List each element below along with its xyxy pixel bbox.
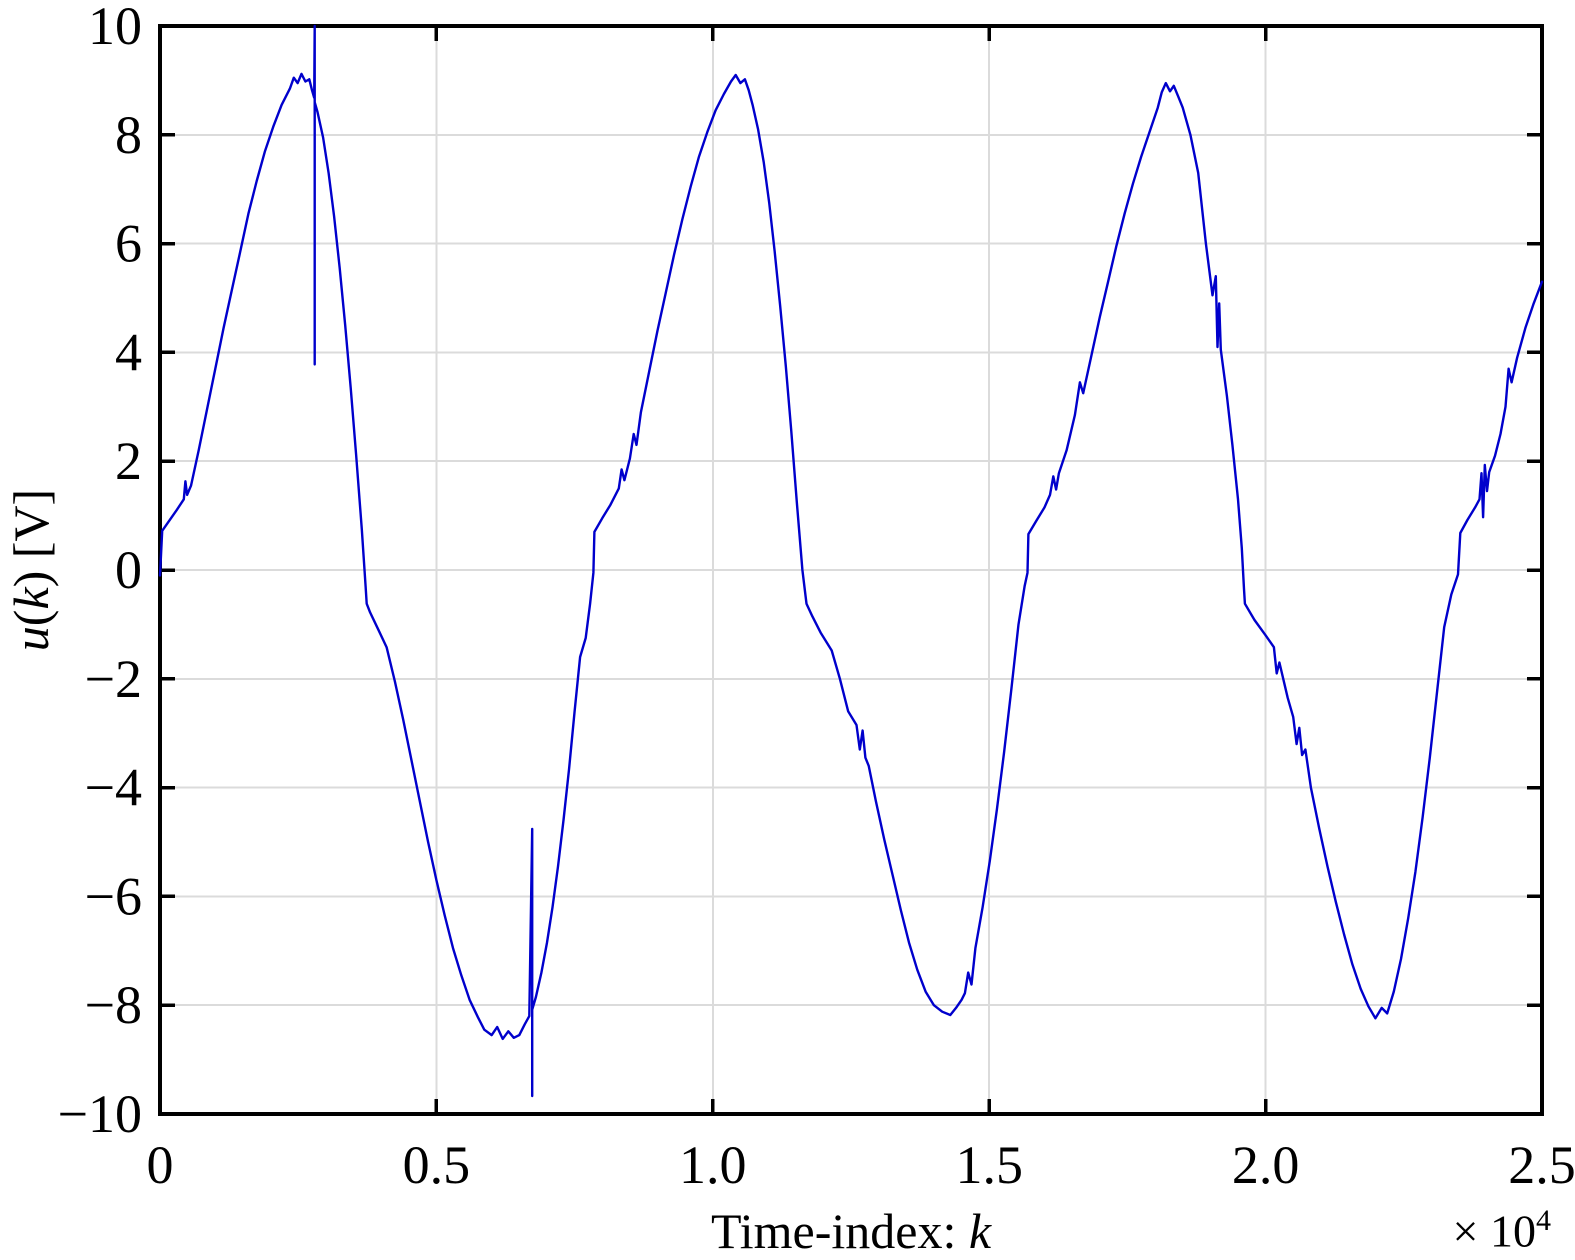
y-tick-label: −6 xyxy=(85,866,142,926)
x-tick-label: 0 xyxy=(147,1135,174,1195)
x-tick-label: 1.5 xyxy=(955,1135,1023,1195)
y-axis-label-k: k xyxy=(3,587,59,610)
y-tick-label: 0 xyxy=(115,540,142,600)
x-tick-label: 2.0 xyxy=(1232,1135,1300,1195)
y-tick-label: 6 xyxy=(115,214,142,274)
x-tick-label: 1.0 xyxy=(679,1135,747,1195)
x-axis-multiplier-base: × 10 xyxy=(1452,1205,1536,1257)
x-axis-label: Time-index: k xyxy=(160,1202,1542,1260)
x-axis-multiplier: × 104 xyxy=(1453,1204,1551,1257)
x-tick-label: 2.5 xyxy=(1508,1135,1575,1195)
x-tick-label: 0.5 xyxy=(403,1135,471,1195)
y-tick-label: 10 xyxy=(88,0,142,56)
signal-line xyxy=(158,24,1544,1098)
y-axis-label-open: ( xyxy=(3,609,59,627)
y-tick-label: −10 xyxy=(58,1084,142,1144)
y-axis-label: u(k) [V] xyxy=(2,489,60,651)
y-tick-label: −8 xyxy=(85,975,142,1035)
x-axis-label-var: k xyxy=(968,1203,992,1259)
y-axis-label-close: ) [V] xyxy=(3,488,59,588)
x-axis-label-text: Time-index: xyxy=(710,1203,969,1259)
y-tick-label: 2 xyxy=(115,431,142,491)
y-tick-label: −4 xyxy=(85,758,142,818)
y-tick-label: 4 xyxy=(115,322,142,382)
x-axis-multiplier-exp: 4 xyxy=(1536,1204,1551,1237)
y-tick-label: 8 xyxy=(115,105,142,165)
y-tick-label: −2 xyxy=(85,649,142,709)
y-axis-label-u: u xyxy=(3,626,59,652)
